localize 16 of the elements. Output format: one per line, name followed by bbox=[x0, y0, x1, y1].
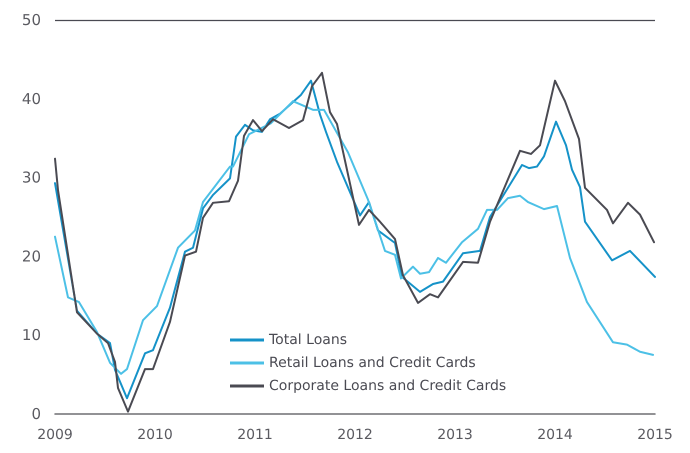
y-tick-label: 10 bbox=[22, 326, 41, 344]
x-tick-label: 2011 bbox=[237, 427, 273, 443]
x-tick-label: 2012 bbox=[337, 427, 373, 443]
y-tick-label: 20 bbox=[22, 247, 41, 266]
x-tick-label: 2014 bbox=[537, 427, 573, 443]
y-tick-label: 50 bbox=[22, 11, 41, 29]
x-tick-label: 2013 bbox=[437, 427, 473, 443]
x-tick-label: 2015 bbox=[637, 427, 673, 443]
y-tick-label: 40 bbox=[22, 90, 41, 108]
y-tick-label: 0 bbox=[31, 405, 41, 423]
x-tick-label: 2010 bbox=[137, 427, 173, 443]
y-tick-label: 30 bbox=[22, 168, 41, 187]
legend-label: Total Loans bbox=[268, 332, 348, 348]
legend-label: Retail Loans and Credit Cards bbox=[269, 355, 476, 371]
x-tick-label: 2009 bbox=[37, 427, 73, 443]
legend-label: Corporate Loans and Credit Cards bbox=[269, 378, 506, 394]
